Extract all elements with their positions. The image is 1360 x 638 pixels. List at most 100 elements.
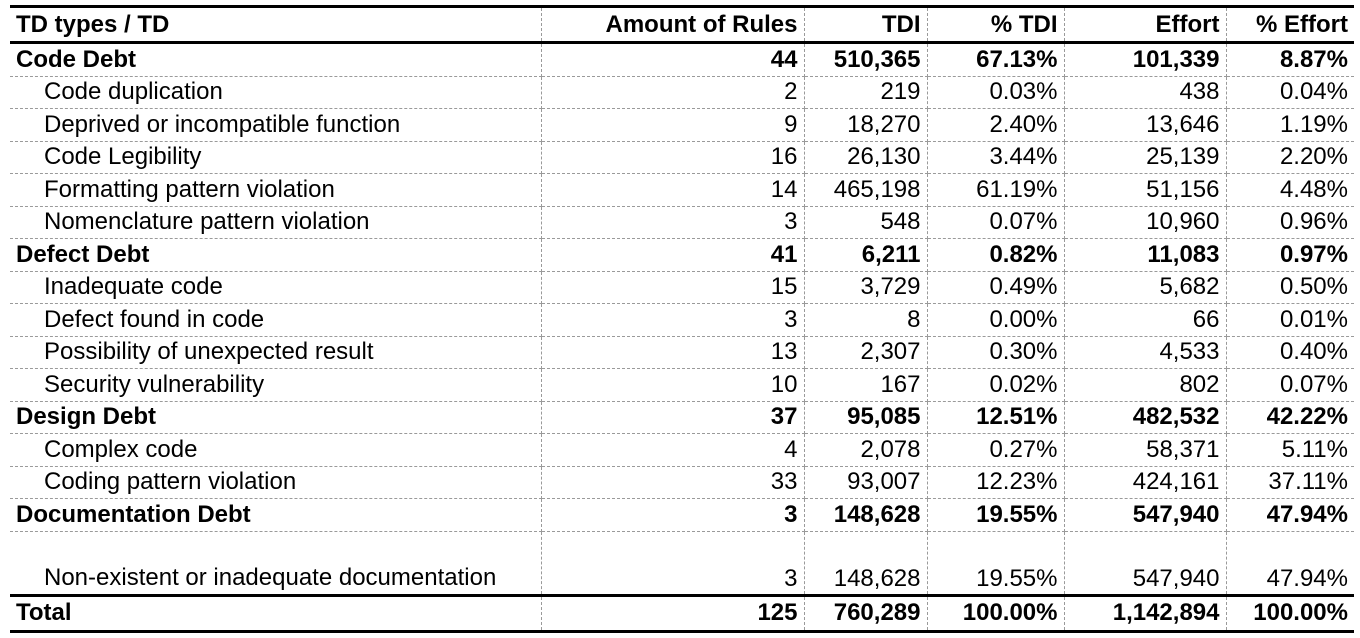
cell-pct-tdi: 61.19% — [927, 173, 1065, 207]
total-tdi: 760,289 — [804, 593, 928, 633]
cell-pct-effort: 47.94% — [1226, 498, 1354, 532]
cell-tdi: 167 — [804, 368, 928, 402]
cell-amount-of-rules: 3 — [541, 206, 805, 239]
category-row: Documentation Debt 3 148,628 19.55% 547,940 4… — [10, 498, 1354, 532]
cell-label: Deprived or incompatible function — [10, 108, 542, 142]
table-row: Formatting pattern violation 14 465,198 61.… — [10, 173, 1354, 207]
cell-label: Code Legibility — [10, 141, 542, 174]
cell-pct-effort: 2.20% — [1226, 141, 1354, 174]
cell-amount-of-rules: 3 — [541, 498, 805, 532]
cell-label: Security vulnerability — [10, 368, 542, 402]
cell-label: Code Debt — [10, 42, 542, 77]
cell-pct-tdi: 0.00% — [927, 303, 1065, 337]
cell-effort: 101,339 — [1064, 42, 1227, 77]
cell-tdi: 3,729 — [804, 271, 928, 304]
cell-pct-effort: 0.01% — [1226, 303, 1354, 337]
cell-effort: 4,533 — [1064, 336, 1227, 369]
total-pct-effort: 100.00% — [1226, 593, 1354, 633]
cell-pct-effort: 4.48% — [1226, 173, 1354, 207]
cell-amount-of-rules: 37 — [541, 401, 805, 434]
cell-amount-of-rules: 9 — [541, 108, 805, 142]
cell-pct-effort: 37.11% — [1226, 466, 1354, 499]
cell-pct-tdi: 0.07% — [927, 206, 1065, 239]
cell-tdi: 95,085 — [804, 401, 928, 434]
cell-amount-of-rules: 33 — [541, 466, 805, 499]
cell-effort: 25,139 — [1064, 141, 1227, 174]
cell-label: Possibility of unexpected result — [10, 336, 542, 369]
td-summary-table: TD types / TD Amount of Rules TDI % TDI … — [10, 5, 1354, 633]
cell-pct-effort: 8.87% — [1226, 42, 1354, 77]
table-row: Nomenclature pattern violation 3 548 0.07% 1… — [10, 206, 1354, 239]
cell-label: Formatting pattern violation — [10, 173, 542, 207]
total-amount-of-rules: 125 — [541, 593, 805, 633]
cell-effort: 58,371 — [1064, 433, 1227, 467]
cell-tdi: 2,078 — [804, 433, 928, 467]
cell-tdi: 8 — [804, 303, 928, 337]
cell-label: Nomenclature pattern violation — [10, 206, 542, 239]
cell-amount-of-rules: 3 — [541, 303, 805, 337]
cell-amount-of-rules: 15 — [541, 271, 805, 304]
category-row: Design Debt 37 95,085 12.51% 482,532 42.22% — [10, 401, 1354, 434]
table-row: Coding pattern violation 33 93,007 12.23% 42… — [10, 466, 1354, 499]
total-pct-tdi: 100.00% — [927, 593, 1065, 633]
cell-tdi: 510,365 — [804, 42, 928, 77]
cell-label: Inadequate code — [10, 271, 542, 304]
table-row: Inadequate code 15 3,729 0.49% 5,682 0.50% — [10, 271, 1354, 304]
cell-effort: 547,940 — [1064, 531, 1227, 596]
header-td-types: TD types / TD — [10, 6, 542, 44]
cell-label: Defect Debt — [10, 238, 542, 272]
cell-pct-effort: 0.40% — [1226, 336, 1354, 369]
total-effort: 1,142,894 — [1064, 593, 1227, 633]
cell-effort: 438 — [1064, 76, 1227, 109]
cell-pct-tdi: 19.55% — [927, 498, 1065, 532]
cell-effort: 66 — [1064, 303, 1227, 337]
cell-pct-tdi: 12.23% — [927, 466, 1065, 499]
table-row: Code Legibility 16 26,130 3.44% 25,139 2.20% — [10, 141, 1354, 174]
table-header-row: TD types / TD Amount of Rules TDI % TDI … — [10, 6, 1354, 44]
cell-tdi: 26,130 — [804, 141, 928, 174]
cell-label: Defect found in code — [10, 303, 542, 337]
cell-effort: 547,940 — [1064, 498, 1227, 532]
header-pct-effort: % Effort — [1226, 6, 1354, 44]
cell-amount-of-rules: 16 — [541, 141, 805, 174]
header-pct-tdi: % TDI — [927, 6, 1065, 44]
cell-effort: 482,532 — [1064, 401, 1227, 434]
cell-pct-tdi: 0.02% — [927, 368, 1065, 402]
cell-pct-tdi: 19.55% — [927, 531, 1065, 596]
cell-pct-effort: 0.07% — [1226, 368, 1354, 402]
table-row: Defect found in code 3 8 0.00% 66 0.01% — [10, 303, 1354, 337]
td-summary-table-container: TD types / TD Amount of Rules TDI % TDI … — [10, 5, 1354, 633]
category-row: Code Debt 44 510,365 67.13% 101,339 8.87% — [10, 42, 1354, 77]
cell-pct-effort: 0.97% — [1226, 238, 1354, 272]
table-row: Security vulnerability 10 167 0.02% 802 0.07% — [10, 368, 1354, 402]
cell-tdi: 465,198 — [804, 173, 928, 207]
cell-pct-tdi: 0.03% — [927, 76, 1065, 109]
cell-pct-effort: 1.19% — [1226, 108, 1354, 142]
cell-tdi: 93,007 — [804, 466, 928, 499]
header-effort: Effort — [1064, 6, 1227, 44]
cell-pct-effort: 42.22% — [1226, 401, 1354, 434]
header-tdi: TDI — [804, 6, 928, 44]
total-row: Total 125 760,289 100.00% 1,142,894 100.… — [10, 593, 1354, 633]
cell-pct-effort: 0.96% — [1226, 206, 1354, 239]
cell-pct-effort: 5.11% — [1226, 433, 1354, 467]
cell-pct-tdi: 0.27% — [927, 433, 1065, 467]
cell-pct-tdi: 0.49% — [927, 271, 1065, 304]
cell-amount-of-rules: 13 — [541, 336, 805, 369]
table-row: Code duplication 2 219 0.03% 438 0.04% — [10, 76, 1354, 109]
cell-amount-of-rules: 44 — [541, 42, 805, 77]
table-row: Complex code 4 2,078 0.27% 58,371 5.11% — [10, 433, 1354, 467]
cell-effort: 51,156 — [1064, 173, 1227, 207]
cell-tdi: 219 — [804, 76, 928, 109]
table-body: Code Debt 44 510,365 67.13% 101,339 8.87% Code… — [10, 42, 1354, 596]
cell-amount-of-rules: 2 — [541, 76, 805, 109]
cell-pct-effort: 0.50% — [1226, 271, 1354, 304]
cell-tdi: 548 — [804, 206, 928, 239]
cell-label: Design Debt — [10, 401, 542, 434]
cell-pct-effort: 47.94% — [1226, 531, 1354, 596]
cell-pct-tdi: 12.51% — [927, 401, 1065, 434]
cell-effort: 10,960 — [1064, 206, 1227, 239]
cell-amount-of-rules: 10 — [541, 368, 805, 402]
cell-effort: 13,646 — [1064, 108, 1227, 142]
cell-label: Documentation Debt — [10, 498, 542, 532]
